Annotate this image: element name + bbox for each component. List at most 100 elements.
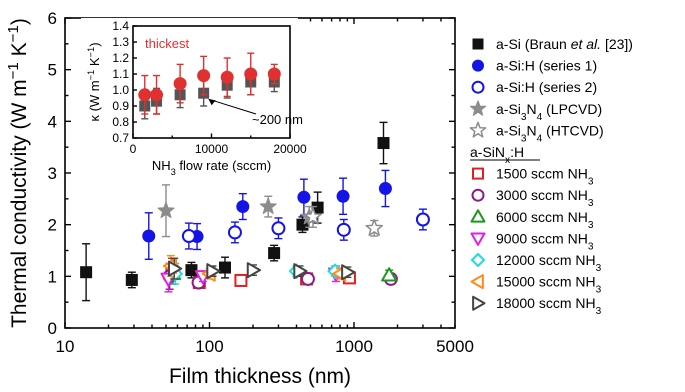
legend-item-6000-sccm-nh3: 6000 sccm NH3	[470, 209, 594, 231]
data-point	[206, 263, 221, 280]
legend-label: 15000 sccm NH3	[496, 274, 602, 296]
legend-item-1500-sccm-nh3: 1500 sccm NH3	[472, 166, 594, 188]
data-point	[227, 225, 242, 240]
y-tick-label: 5	[48, 61, 57, 80]
data-point	[125, 273, 138, 286]
data-point	[297, 190, 311, 204]
inset-annotation-arrowhead	[208, 99, 216, 106]
legend-marker	[470, 232, 486, 246]
data-point	[341, 264, 356, 281]
inset-y-axis-title-group: κ (W m−1 K−1)	[86, 42, 102, 121]
legend: a-Si (Braun et al. [23]) a-Si:H (series 1…	[469, 36, 633, 317]
x-axis-title: Film thickness (nm)	[169, 365, 351, 388]
main-data-points	[80, 121, 430, 302]
data-point	[218, 261, 231, 274]
data-point	[336, 189, 350, 203]
legend-label: 3000 sccm NH3	[496, 187, 594, 209]
y-tick-label: 2	[48, 216, 57, 235]
x-tick-label: 100	[195, 337, 223, 356]
y-tick-label: 0	[48, 319, 57, 338]
data-point	[378, 182, 392, 195]
inset-annotation-arrow	[208, 98, 257, 115]
legend-item-a-si-h-series-2: a-Si:H (series 2)	[471, 79, 597, 95]
legend-marker	[472, 295, 486, 311]
y-axis-title: Thermal conductivity (W m−1 K−1)	[5, 18, 32, 328]
legend-label: a-Si (Braun et al. [23])	[496, 36, 633, 52]
x-tick-label: 1000	[335, 337, 373, 356]
legend-label: 1500 sccm NH3	[496, 166, 594, 188]
legend-marker	[469, 121, 487, 138]
inset-annotation-thickest: thickest	[145, 36, 189, 51]
inset-data-point	[220, 70, 234, 84]
legend-item-a-si3n4-lpcvd: a-Si3N4 (LPCVD)	[469, 100, 602, 123]
legend-label: a-Si:H (series 1)	[496, 58, 597, 74]
data-point	[336, 222, 351, 237]
inset-y-tick-label: 1.3	[112, 35, 129, 49]
series-a-si-h-series-1	[142, 169, 392, 260]
inset-x-axis-title: NH3 flow rate (sccm)	[152, 158, 271, 177]
inset-x-tick-label: 0	[130, 142, 137, 156]
inset-series-thickest	[138, 52, 281, 115]
data-point	[293, 263, 308, 280]
inset-data-point	[244, 67, 258, 81]
y-tick-label: 6	[48, 9, 57, 28]
data-point	[268, 247, 281, 260]
legend-marker	[471, 188, 485, 202]
legend-label: 9000 sccm NH3	[496, 230, 594, 252]
data-point	[304, 207, 322, 225]
legend-item-a-si3n4-htcvd: a-Si3N4 (HTCVD)	[469, 121, 604, 144]
legend-label: a-Si3N4 (LPCVD)	[496, 101, 602, 123]
inset-x-tick-label: 20000	[273, 142, 307, 156]
data-point	[142, 229, 156, 243]
data-point	[157, 201, 175, 219]
inset-data-point	[138, 88, 152, 102]
legend-label: 18000 sccm NH3	[496, 295, 602, 317]
inset-y-tick-label: 0.8	[112, 115, 129, 129]
legend-marker	[470, 274, 484, 290]
inset-background	[81, 18, 298, 174]
y-axis-title-group: Thermal conductivity (W m−1 K−1)	[5, 18, 32, 328]
data-point	[167, 260, 183, 277]
inset-annotation-200nm: ~200 nm	[252, 112, 303, 127]
legend-subheader: a-SiNx:H	[470, 144, 524, 166]
legend-item-a-si-braun-et-al-23: a-Si (Braun et al. [23])	[472, 36, 633, 52]
data-point	[246, 262, 261, 279]
legend-marker	[472, 38, 484, 50]
data-point	[185, 264, 198, 277]
legend-marker	[469, 100, 487, 116]
main-axes: 0 1 2 3 4 5 6 10 100 1000 5000 Film thickness (nm) T…	[5, 9, 474, 388]
legend-marker	[471, 80, 485, 94]
inset-y-tick-label: 1.0	[112, 83, 129, 97]
data-point	[415, 212, 430, 227]
data-point	[259, 197, 277, 214]
legend-label: 6000 sccm NH3	[496, 209, 594, 231]
inset-data-point	[173, 77, 187, 91]
series-a-si-h-series-2	[181, 208, 430, 250]
legend-marker	[470, 209, 486, 223]
inset-x-tick-label: 10000	[195, 142, 229, 156]
inset-y-tick-label: 0.7	[112, 131, 129, 145]
data-point	[236, 200, 250, 214]
legend-label: a-Si:H (series 2)	[496, 79, 597, 95]
inset-y-tick-label: 0.9	[112, 99, 129, 113]
inset-data-point	[267, 67, 281, 81]
data-point	[234, 273, 248, 287]
legend-item-9000-sccm-nh3: 9000 sccm NH3	[470, 230, 594, 252]
inset-y-tick-label: 1.4	[112, 19, 129, 33]
data-point	[311, 201, 324, 214]
data-point	[365, 219, 384, 236]
legend-item-3000-sccm-nh3: 3000 sccm NH3	[471, 187, 594, 209]
data-point	[296, 218, 309, 231]
data-point	[377, 137, 390, 150]
legend-item-18000-sccm-nh3: 18000 sccm NH3	[472, 295, 602, 317]
series-18000-sccm-nh3	[167, 257, 356, 281]
x-tick-label: 5000	[436, 337, 474, 356]
legend-label: 12000 sccm NH3	[496, 252, 602, 274]
x-tick-label: 10	[56, 337, 75, 356]
inset-y-axis-title: κ (W m−1 K−1)	[86, 42, 102, 121]
legend-marker	[472, 167, 484, 180]
legend-marker	[470, 252, 486, 268]
inset-y-tick-label: 1.1	[112, 67, 129, 81]
